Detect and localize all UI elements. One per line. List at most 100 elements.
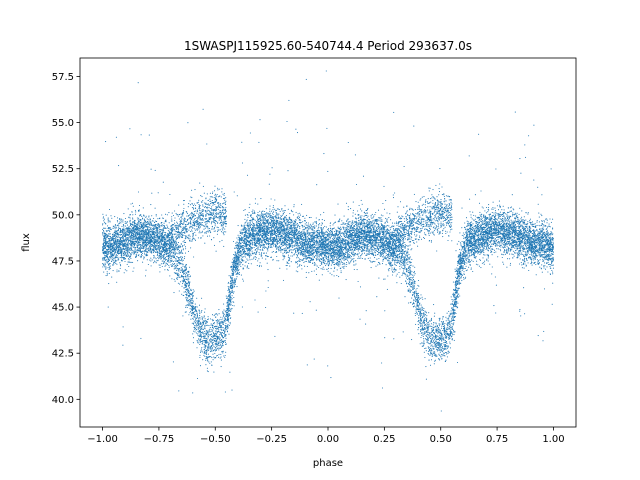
data-point [367, 215, 369, 217]
data-point [124, 228, 126, 230]
data-point [213, 190, 216, 192]
data-point [293, 220, 295, 222]
data-point [207, 341, 209, 343]
data-point [219, 229, 221, 231]
data-point [372, 217, 374, 219]
data-point [309, 226, 311, 228]
data-point [452, 281, 454, 283]
data-point [506, 231, 508, 233]
data-point [466, 269, 468, 271]
data-point [197, 334, 199, 336]
data-point [159, 225, 161, 227]
data-point [509, 264, 511, 266]
data-point [430, 240, 432, 242]
data-point [465, 260, 467, 262]
data-point [522, 245, 524, 247]
data-point [290, 261, 292, 263]
data-point [463, 273, 465, 276]
data-point [255, 257, 257, 259]
data-point [238, 269, 240, 271]
data-point [150, 265, 152, 267]
data-point [156, 260, 158, 262]
data-point [468, 155, 470, 157]
data-point [541, 229, 543, 231]
data-point [287, 208, 289, 210]
data-point [196, 326, 198, 328]
data-point [517, 218, 519, 220]
data-point [174, 210, 176, 212]
data-point [368, 248, 370, 250]
data-point [243, 256, 245, 258]
data-point [365, 250, 367, 252]
data-point [415, 301, 417, 303]
data-point [227, 323, 229, 326]
data-point [137, 243, 139, 245]
data-point [349, 228, 351, 230]
data-point [178, 390, 180, 392]
data-point [424, 331, 426, 333]
data-point [366, 249, 368, 251]
scatter-points [102, 70, 554, 412]
data-point [221, 343, 224, 345]
data-point [435, 347, 437, 349]
data-point [188, 314, 190, 316]
data-point [313, 270, 315, 272]
data-point [375, 265, 377, 267]
data-point [424, 204, 426, 206]
data-point [408, 236, 410, 238]
data-point [460, 245, 462, 247]
data-point [330, 245, 333, 247]
data-point [413, 301, 415, 303]
data-point [299, 221, 301, 223]
data-point [480, 267, 482, 269]
data-point [411, 285, 413, 288]
data-point [308, 253, 310, 255]
data-point [459, 248, 461, 250]
data-point [303, 262, 305, 264]
data-point [208, 227, 211, 230]
data-point [117, 256, 119, 258]
data-point [310, 236, 312, 238]
data-point [191, 240, 193, 242]
data-point [409, 230, 411, 233]
data-point [197, 237, 199, 239]
data-point [385, 200, 387, 202]
data-point [442, 217, 444, 219]
data-point [310, 232, 312, 234]
data-point [332, 228, 334, 230]
data-point [166, 263, 169, 265]
data-point [325, 226, 327, 228]
data-point [409, 225, 411, 227]
data-point [485, 237, 487, 239]
data-point [519, 310, 521, 312]
data-point [341, 266, 343, 268]
data-point [343, 257, 345, 259]
data-point [170, 251, 172, 253]
data-point [416, 216, 418, 218]
data-point [531, 239, 533, 241]
data-point [339, 231, 341, 233]
data-point [347, 259, 349, 261]
data-point [175, 235, 178, 237]
data-point [443, 323, 445, 325]
data-point [281, 239, 283, 241]
data-point [227, 287, 230, 289]
data-point [529, 219, 531, 222]
data-point [518, 213, 520, 215]
data-point [153, 262, 155, 264]
data-point [196, 347, 198, 349]
data-point [447, 345, 449, 347]
data-point [186, 306, 188, 309]
data-point [438, 325, 440, 327]
data-point [172, 241, 174, 243]
data-point [444, 322, 446, 325]
data-point [259, 119, 261, 121]
data-point [544, 254, 546, 256]
data-point [502, 261, 504, 263]
data-point [430, 319, 433, 321]
data-point [424, 324, 426, 326]
data-point [201, 350, 203, 352]
data-point [216, 321, 218, 323]
data-point [215, 316, 217, 318]
data-point [147, 249, 149, 251]
